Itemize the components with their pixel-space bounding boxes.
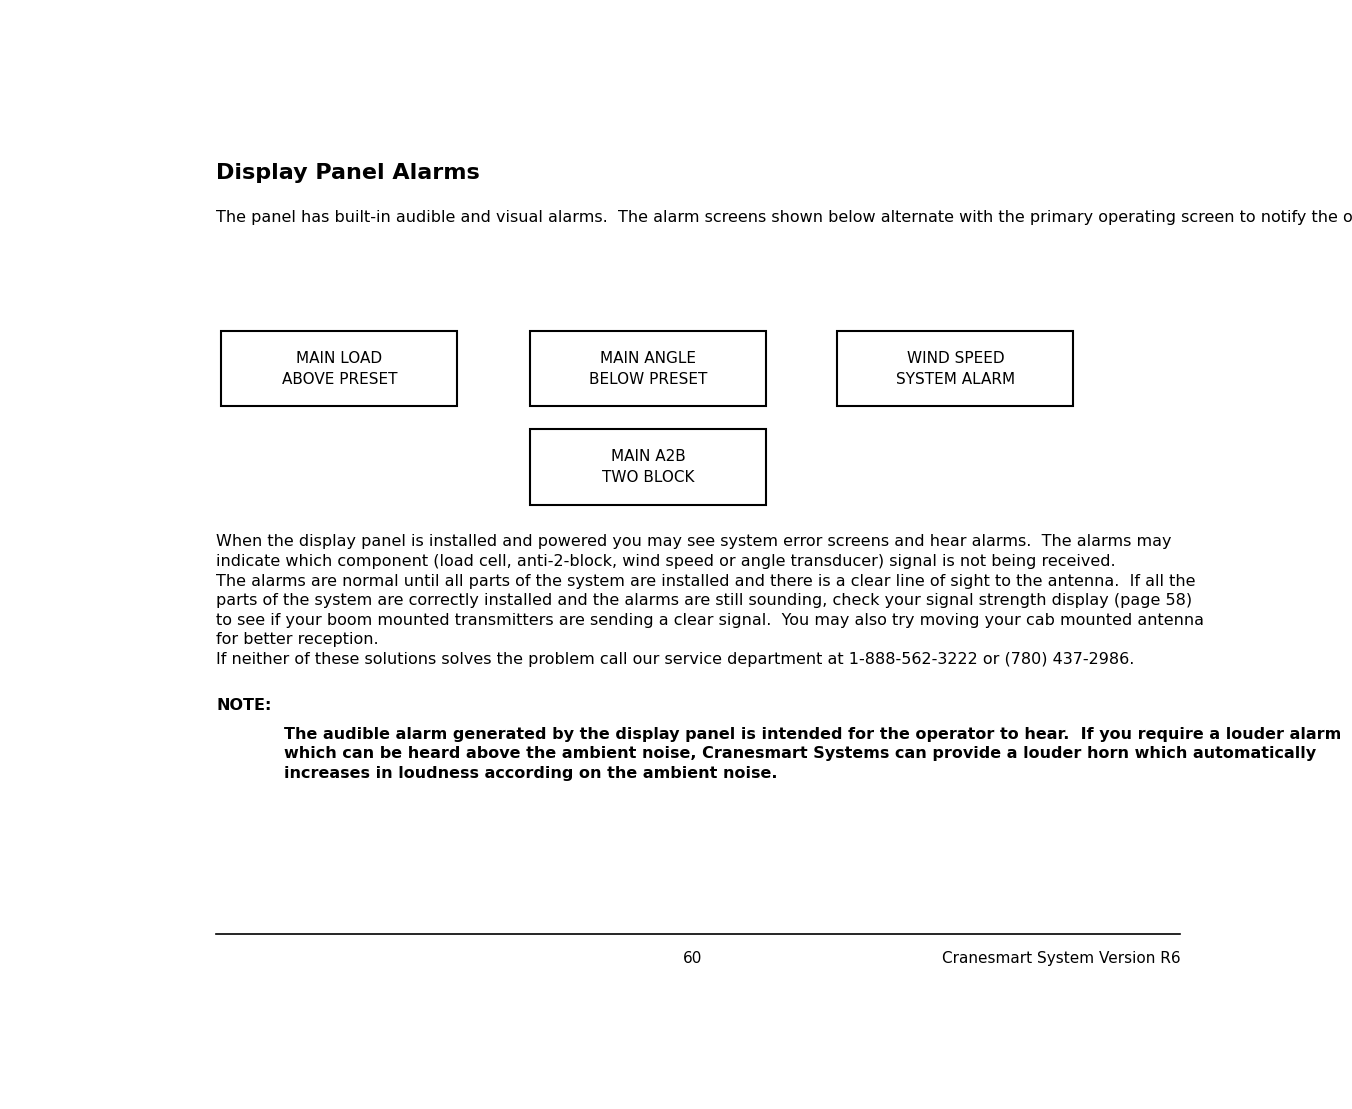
Text: NOTE:: NOTE:	[216, 699, 272, 713]
Text: When the display panel is installed and powered you may see system error screens: When the display panel is installed and …	[216, 535, 1205, 667]
FancyBboxPatch shape	[530, 332, 767, 406]
Text: MAIN LOAD
ABOVE PRESET: MAIN LOAD ABOVE PRESET	[281, 350, 397, 387]
Text: Display Panel Alarms: Display Panel Alarms	[216, 163, 480, 183]
Text: Cranesmart System Version R6: Cranesmart System Version R6	[941, 952, 1180, 966]
Text: The audible alarm generated by the display panel is intended for the operator to: The audible alarm generated by the displ…	[284, 726, 1341, 781]
Text: MAIN A2B
TWO BLOCK: MAIN A2B TWO BLOCK	[602, 449, 695, 485]
FancyBboxPatch shape	[837, 332, 1073, 406]
Text: MAIN ANGLE
BELOW PRESET: MAIN ANGLE BELOW PRESET	[589, 350, 707, 387]
FancyBboxPatch shape	[222, 332, 457, 406]
Text: WIND SPEED
SYSTEM ALARM: WIND SPEED SYSTEM ALARM	[896, 350, 1015, 387]
Text: The panel has built-in audible and visual alarms.  The alarm screens shown below: The panel has built-in audible and visua…	[216, 210, 1352, 225]
FancyBboxPatch shape	[530, 429, 767, 505]
Text: 60: 60	[683, 952, 703, 966]
